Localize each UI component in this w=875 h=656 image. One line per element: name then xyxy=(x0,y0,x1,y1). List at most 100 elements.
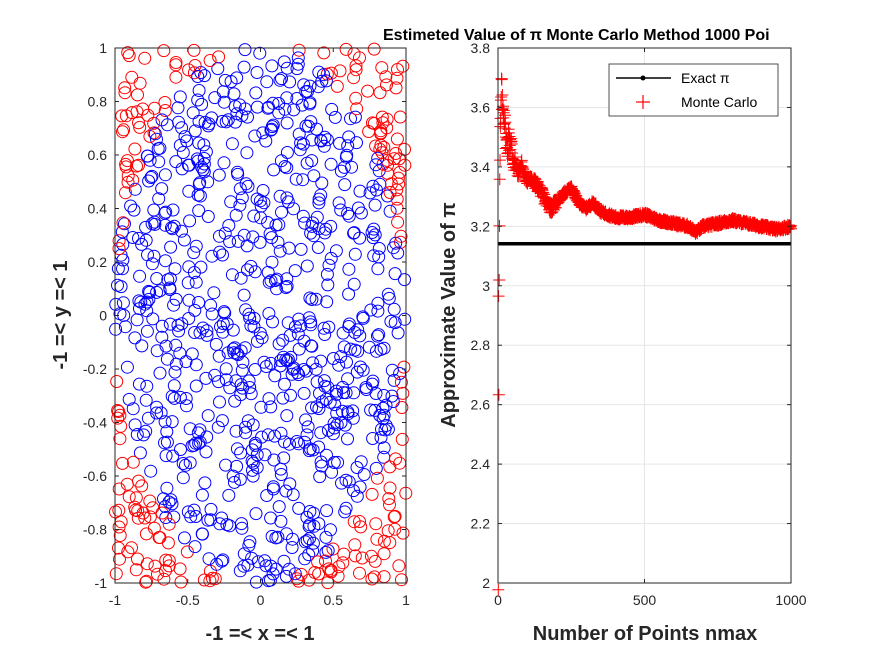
scatter-point xyxy=(237,60,251,74)
scatter-point xyxy=(111,411,125,425)
x-tick-label: 1 xyxy=(402,592,410,608)
scatter-point xyxy=(365,487,379,501)
scatter-point xyxy=(142,174,156,188)
scatter-point xyxy=(140,557,154,571)
y-tick-label: 0.2 xyxy=(88,254,108,270)
scatter-point xyxy=(195,160,209,174)
scatter-point xyxy=(198,69,211,83)
scatter-point xyxy=(244,387,258,401)
scatter-point xyxy=(341,372,355,386)
scatter-point xyxy=(273,244,287,258)
monte-carlo-point xyxy=(495,91,508,104)
scatter-point xyxy=(242,307,256,321)
scatter-point xyxy=(259,559,273,573)
scatter-point xyxy=(319,74,333,88)
scatter-point xyxy=(143,494,157,508)
scatter-point xyxy=(330,406,344,420)
y-tick-label: -0.2 xyxy=(83,361,107,377)
scatter-point xyxy=(192,204,206,218)
scatter-point xyxy=(217,156,231,170)
scatter-point xyxy=(187,246,201,260)
scatter-point xyxy=(280,191,294,205)
scatter-point xyxy=(248,363,262,376)
scatter-point xyxy=(375,61,389,75)
scatter-point xyxy=(167,510,181,524)
scatter-point xyxy=(242,374,256,388)
scatter-point xyxy=(297,334,311,348)
scatter-point xyxy=(150,272,164,285)
scatter-point xyxy=(342,287,356,301)
scatter-point xyxy=(375,422,388,436)
scatter-point xyxy=(203,54,217,67)
scatter-point xyxy=(322,562,336,576)
scatter-point xyxy=(391,215,405,229)
scatter-point xyxy=(279,569,293,583)
scatter-point xyxy=(296,209,310,223)
scatter-point xyxy=(373,86,387,100)
scatter-point xyxy=(305,219,319,233)
scatter-point xyxy=(321,544,335,558)
scatter-point xyxy=(196,321,210,335)
scatter-point xyxy=(394,375,408,389)
scatter-point xyxy=(158,96,172,109)
scatter-point xyxy=(184,510,198,524)
scatter-point xyxy=(277,55,291,69)
scatter-point xyxy=(139,233,153,247)
scatter-point xyxy=(314,354,328,368)
scatter-point xyxy=(250,334,264,348)
scatter-point xyxy=(370,532,384,546)
monte-carlo-point xyxy=(504,133,517,146)
scatter-point xyxy=(301,84,314,98)
scatter-point xyxy=(273,189,287,203)
scatter-point xyxy=(177,233,191,247)
scatter-point xyxy=(120,154,134,168)
scatter-point xyxy=(292,368,306,382)
scatter-point xyxy=(319,530,333,544)
scatter-point xyxy=(339,501,353,515)
scatter-point xyxy=(178,531,191,545)
scatter-point xyxy=(266,567,280,581)
scatter-point xyxy=(271,235,285,249)
scatter-point xyxy=(314,426,328,440)
scatter-point xyxy=(183,214,197,228)
scatter-point xyxy=(153,366,167,380)
scatter-point xyxy=(301,420,315,434)
scatter-point xyxy=(159,511,173,524)
scatter-point xyxy=(363,186,377,200)
scatter-point xyxy=(218,73,232,87)
scatter-point xyxy=(189,239,203,253)
scatter-point xyxy=(278,435,291,449)
scatter-point xyxy=(292,501,306,515)
scatter-points xyxy=(109,42,413,590)
scatter-point xyxy=(377,547,391,561)
scatter-point xyxy=(113,307,127,321)
scatter-point xyxy=(116,456,129,470)
scatter-point xyxy=(127,203,141,217)
scatter-point xyxy=(307,229,321,243)
scatter-point xyxy=(347,515,361,529)
scatter-point xyxy=(239,303,253,317)
scatter-point xyxy=(305,293,319,306)
scatter-point xyxy=(349,63,363,77)
scatter-point xyxy=(228,341,242,355)
scatter-point xyxy=(369,461,383,475)
scatter-point xyxy=(231,167,245,181)
scatter-point xyxy=(371,296,385,310)
scatter-point xyxy=(398,312,412,326)
y-tick-label: 3.4 xyxy=(471,159,491,175)
scatter-point xyxy=(153,284,167,298)
scatter-point xyxy=(268,429,282,443)
scatter-point xyxy=(191,93,205,107)
scatter-point xyxy=(353,184,367,198)
scatter-point xyxy=(394,229,408,243)
scatter-point xyxy=(150,344,164,358)
scatter-point xyxy=(238,43,252,57)
scatter-point xyxy=(199,445,213,459)
scatter-point xyxy=(348,538,362,552)
scatter-point xyxy=(266,118,280,132)
scatter-point xyxy=(384,314,398,328)
scatter-point xyxy=(326,542,340,556)
scatter-point xyxy=(279,484,293,498)
scatter-point xyxy=(287,103,301,117)
scatter-point xyxy=(161,536,175,550)
